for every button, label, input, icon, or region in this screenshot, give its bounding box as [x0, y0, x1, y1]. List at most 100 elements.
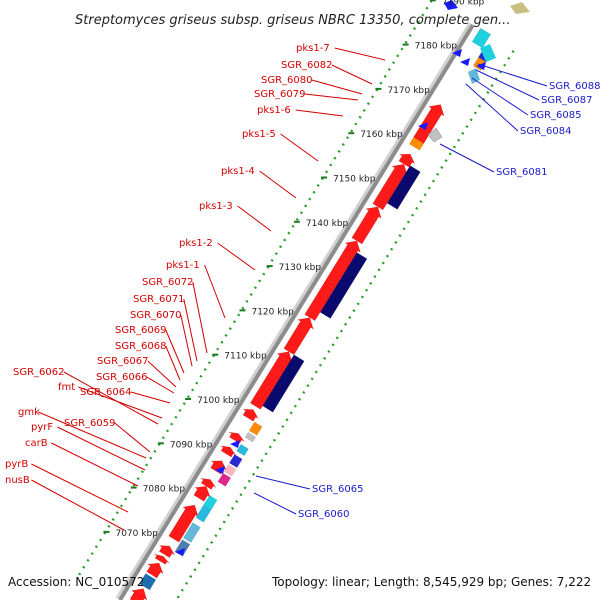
gene-label-sgr_6079: SGR_6079	[254, 89, 306, 100]
gene-label-sgr_6067: SGR_6067	[97, 356, 149, 367]
gene-label-pks1-3: pks1-3	[199, 201, 233, 212]
gene-label-pks1-6: pks1-6	[257, 105, 291, 116]
label-leader-sgr_6088	[477, 63, 548, 87]
gene-steelblue-2	[182, 522, 201, 544]
orf-bottom-2	[146, 562, 164, 579]
scale-tick-label: 7110 kbp	[224, 352, 267, 362]
label-leader-pks1-7	[334, 47, 386, 61]
tick-dots-left	[174, 49, 515, 600]
label-leader-sgr_6066	[146, 376, 175, 394]
scale-tick-label: 7150 kbp	[333, 174, 376, 184]
label-leader-sgr_6067	[147, 360, 177, 388]
gene-label-nusb: nusB	[5, 475, 30, 486]
label-leader-sgr_6084	[465, 83, 519, 132]
gene-label-layer: pks1-7 SGR_6082 SGR_6080 SGR_6079 pks1-6 pks1…	[5, 43, 600, 520]
label-leader-sgr_6062	[63, 371, 159, 425]
scale-tick-label: 7090 kbp	[170, 440, 213, 450]
map-title: Streptomyces griseus subsp. griseus NBRC…	[75, 13, 510, 28]
accession-label: Accession: NC_010572	[8, 575, 144, 589]
label-leader-pks1-1	[204, 264, 226, 319]
gene-label-sgr_6071: SGR_6071	[133, 294, 185, 305]
scale-tick-label: 7180 kbp	[415, 42, 458, 52]
gene-label-pks1-4: pks1-4	[221, 166, 255, 177]
reverse-gene-arrow-1	[175, 548, 185, 556]
reverse-gene-arrow-2	[215, 466, 225, 474]
gene-label-sgr_6066: SGR_6066	[96, 372, 148, 383]
gene-label-sgr_6060: SGR_6060	[298, 509, 350, 520]
label-leader-pks1-5	[280, 133, 319, 162]
label-leader-gmk	[38, 411, 147, 459]
orf-pks1-6	[398, 153, 416, 168]
topology-label: Topology: linear; Length: 8,545,929 bp; …	[271, 575, 591, 589]
gene-label-pks1-7: pks1-7	[296, 43, 330, 54]
label-leader-sgr_6072	[192, 281, 208, 354]
gene-label-sgr_6085: SGR_6085	[530, 110, 582, 121]
tick-dot-layer	[78, 0, 515, 600]
gene-cyan-3	[236, 443, 249, 457]
label-leader-sgr_6087	[475, 69, 540, 101]
gene-pink	[223, 464, 237, 477]
gene-cyan-right	[480, 44, 496, 62]
gene-layer	[129, 0, 530, 600]
gene-label-pks1-2: pks1-2	[179, 238, 213, 249]
backbone-layer	[115, 22, 475, 600]
gene-label-carb: carB	[25, 438, 48, 449]
gene-label-sgr_6088: SGR_6088	[549, 81, 600, 92]
gene-grey-1	[244, 431, 257, 443]
scale-tick-layer: 7070 kbp 7080 kbp 7090 kbp 7100 kbp 7110 kbp…	[103, 0, 485, 539]
orf-cds-6060	[193, 486, 211, 502]
label-leader-sgr_6070	[180, 314, 193, 367]
orf-pks1-7	[413, 104, 445, 144]
gene-label-sgr_6064: SGR_6064	[80, 387, 132, 398]
label-leader-sgr_6065	[255, 475, 311, 490]
reverse-gene-arrow-4	[418, 122, 428, 130]
gene-khaki-top	[510, 2, 530, 14]
orf-bottom-1	[129, 588, 148, 600]
orf-pks1-3	[304, 240, 361, 322]
label-leader-sgr_6085	[471, 77, 529, 116]
label-leader-sgr_6071	[183, 298, 198, 362]
label-leader-pks1-6	[295, 109, 344, 117]
label-leader-sgr_6060	[253, 492, 297, 515]
label-leader-sgr_6080	[311, 79, 363, 95]
gene-label-gmk: gmk	[18, 407, 40, 418]
reverse-gene-arrow-6	[476, 62, 486, 70]
pks-block-2	[319, 252, 368, 319]
gene-label-pyrb: pyrB	[5, 459, 28, 470]
orf-pks1-2	[283, 317, 314, 356]
gene-label-sgr_6072: SGR_6072	[142, 277, 194, 288]
orf-pks1-4	[351, 206, 382, 245]
gene-blue-top-edge	[444, 0, 458, 10]
gene-label-fmt: fmt	[58, 382, 75, 393]
backbone-shadow	[115, 22, 473, 600]
orf-cds-6059	[200, 477, 217, 490]
orf-cds-6066	[228, 431, 245, 444]
gene-label-sgr_6069: SGR_6069	[115, 325, 167, 336]
gene-bottom-blue	[139, 573, 157, 591]
gene-label-sgr_6065: SGR_6065	[312, 484, 364, 495]
gene-label-sgr_6068: SGR_6068	[115, 341, 167, 352]
label-leader-fmt	[78, 386, 163, 419]
label-leader-sgr_6079	[304, 93, 359, 101]
tick-dots-right	[78, 0, 434, 576]
scale-tick-label: 7100 kbp	[197, 396, 240, 406]
scale-tick-label: 7080 kbp	[143, 485, 186, 495]
backbone-line	[118, 23, 475, 600]
label-leader-pyrb	[31, 463, 129, 513]
label-leader-sgr_6082	[331, 64, 373, 85]
orf-bottom-3	[153, 553, 170, 565]
orf-bottom-4	[158, 545, 176, 558]
scale-tick-label: 7070 kbp	[115, 529, 158, 539]
reverse-gene-arrow-3	[230, 440, 240, 448]
gene-magenta	[217, 472, 232, 487]
gene-label-sgr_6080: SGR_6080	[261, 75, 313, 86]
label-leader-pks1-4	[259, 170, 297, 199]
scale-tick-label: 7190 kbp	[442, 0, 485, 7]
scale-tick-label: 7140 kbp	[306, 219, 349, 229]
scale-tick-label: 7130 kbp	[279, 263, 322, 273]
gene-orange-1	[248, 421, 263, 436]
gene-label-sgr_6062: SGR_6062	[13, 367, 65, 378]
orf-cds-6061	[168, 504, 199, 543]
gene-label-sgr_6084: SGR_6084	[520, 126, 572, 137]
